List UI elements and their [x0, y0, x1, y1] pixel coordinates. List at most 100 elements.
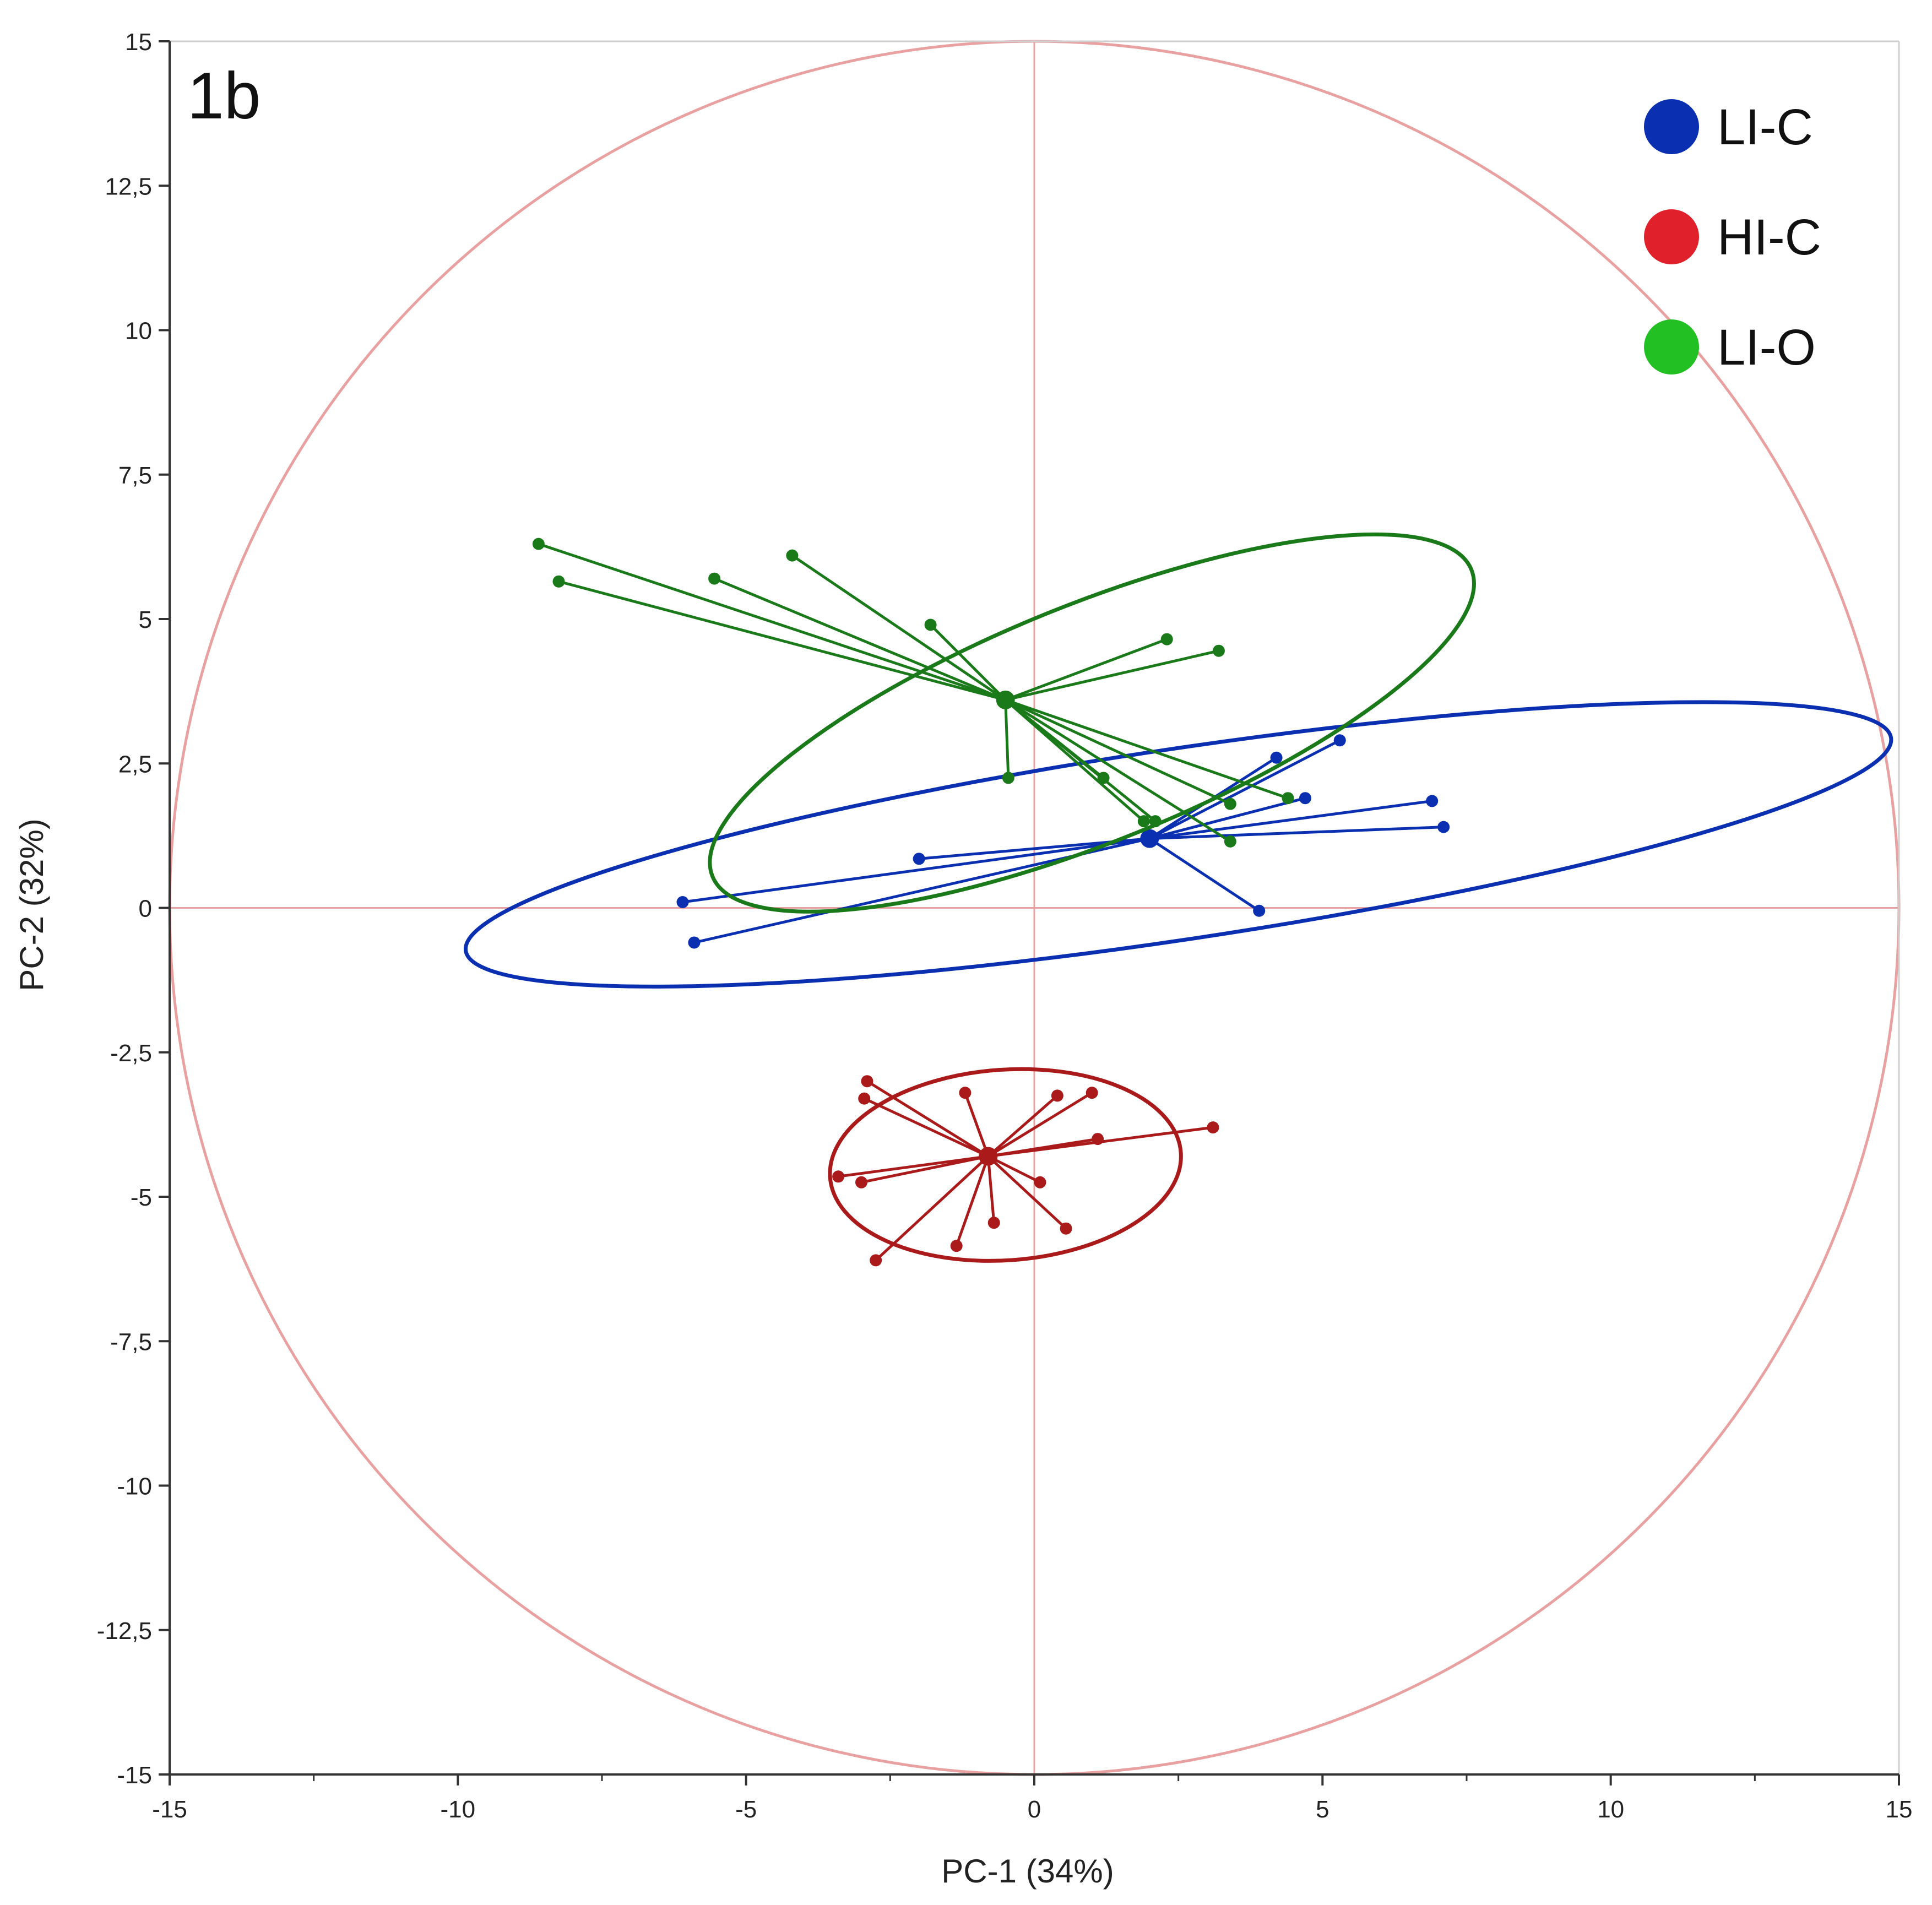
y-tick-label: -15: [117, 1762, 152, 1789]
centroid-hi-c: [979, 1147, 998, 1166]
data-point-li-o: [708, 572, 721, 585]
spoke-line-li-o: [1005, 638, 1168, 702]
data-point-li-o: [1212, 644, 1225, 657]
data-point-hi-c: [959, 1087, 972, 1099]
spoke-line-li-o: [538, 542, 1006, 702]
data-point-hi-c: [1092, 1133, 1104, 1146]
spoke-line-li-c: [1149, 796, 1306, 840]
x-tick-label: 15: [1886, 1796, 1913, 1823]
data-point-hi-c: [1086, 1087, 1098, 1099]
data-point-hi-c: [1051, 1089, 1063, 1102]
legend: LI-C HI-C LI-O: [1644, 99, 1821, 376]
y-tick-label: 12,5: [105, 173, 152, 200]
data-point-li-o: [1149, 815, 1162, 828]
x-tick-label: 0: [1028, 1796, 1041, 1823]
y-axis-label: PC-2 (32%): [13, 818, 50, 991]
data-point-hi-c: [861, 1075, 873, 1088]
y-tick-label: 15: [125, 29, 152, 56]
data-point-hi-c: [870, 1254, 882, 1267]
spoke-line-li-c: [1148, 837, 1260, 912]
data-point-li-o: [1097, 772, 1110, 784]
centroid-li-o: [996, 690, 1015, 709]
data-point-li-c: [1333, 734, 1346, 747]
data-point-hi-c: [855, 1176, 867, 1188]
spoke-line-li-o: [1005, 698, 1157, 823]
spoke-line-hi-c: [987, 1155, 1067, 1230]
data-point-li-c: [1270, 751, 1283, 764]
data-point-li-o: [1224, 835, 1236, 848]
centroid-li-c: [1140, 829, 1159, 848]
spoke-line-li-o: [929, 623, 1007, 701]
spoke-line-hi-c: [964, 1092, 990, 1157]
data-point-li-o: [1137, 815, 1150, 828]
x-axis-label: PC-1 (34%): [941, 1853, 1114, 1890]
spoke-line-hi-c: [866, 1080, 989, 1158]
data-point-li-c: [1437, 821, 1450, 833]
x-tick-label: 10: [1597, 1796, 1624, 1823]
data-point-li-c: [676, 896, 689, 909]
legend-label-li-o: LI-O: [1717, 319, 1816, 376]
y-tick-label: -7,5: [110, 1328, 152, 1355]
x-tick-label: 5: [1316, 1796, 1329, 1823]
series-group: [463, 532, 1893, 1267]
x-tick-label: -10: [441, 1796, 476, 1823]
spoke-line-li-o: [714, 577, 1006, 702]
spoke-line-hi-c: [955, 1155, 990, 1246]
spoke-line-li-o: [1005, 698, 1231, 843]
data-point-li-c: [1299, 792, 1311, 805]
y-tick-label: 0: [139, 895, 152, 922]
spoke-line-hi-c: [987, 1155, 1041, 1184]
data-point-li-o: [1160, 633, 1173, 645]
spoke-line-hi-c: [986, 1156, 996, 1223]
data-point-li-o: [1282, 792, 1294, 805]
spoke-line-hi-c: [864, 1097, 989, 1158]
y-tick-label: -2,5: [110, 1040, 152, 1067]
legend-marker-li-c: [1644, 99, 1699, 154]
spoke-line-hi-c: [861, 1155, 989, 1184]
y-tick-label: 2,5: [118, 751, 152, 778]
y-tick-label: -12,5: [97, 1618, 152, 1645]
data-point-li-o: [1002, 772, 1014, 784]
spoke-line-li-o: [1004, 699, 1010, 778]
spoke-line-hi-c: [987, 1092, 1093, 1158]
spoke-line-li-c: [1149, 739, 1341, 840]
data-point-hi-c: [1034, 1176, 1046, 1188]
y-tick-label: 5: [139, 606, 152, 633]
data-point-li-o: [786, 549, 799, 562]
data-point-li-c: [688, 936, 701, 949]
spoke-line-hi-c: [987, 1094, 1059, 1158]
spoke-line-hi-c: [875, 1155, 989, 1262]
spoke-line-li-o: [558, 580, 1006, 702]
y-tick-label: -5: [131, 1184, 152, 1211]
spoke-line-li-o: [1005, 698, 1289, 800]
data-point-li-o: [1224, 797, 1236, 810]
data-point-hi-c: [987, 1217, 1000, 1229]
confidence-ellipse-li-o: [708, 532, 1476, 914]
confidence-ellipse-hi-c: [828, 1067, 1183, 1263]
axes-group: -15 -10 -5 0 5 10 15 15 12,5 10 7,5 5 2,5 0 -2,5 -5 -7,5…: [97, 29, 1913, 1823]
data-point-hi-c: [1207, 1121, 1219, 1134]
spoke-line-hi-c: [838, 1155, 989, 1178]
data-point-li-c: [1426, 795, 1439, 807]
legend-label-hi-c: HI-C: [1717, 209, 1821, 265]
legend-label-li-c: LI-C: [1717, 99, 1813, 155]
series-li-o: [532, 532, 1476, 914]
y-tick-label: 7,5: [118, 462, 152, 489]
spoke-line-li-o: [1005, 649, 1219, 702]
data-point-li-o: [552, 575, 565, 588]
legend-marker-li-o: [1644, 319, 1699, 375]
x-tick-label: -5: [735, 1796, 757, 1823]
data-point-hi-c: [832, 1170, 845, 1183]
legend-marker-hi-c: [1644, 209, 1699, 264]
data-point-li-o: [532, 538, 545, 550]
data-point-li-c: [913, 853, 925, 865]
data-point-hi-c: [1060, 1222, 1072, 1235]
series-hi-c: [828, 1067, 1219, 1267]
y-tick-label: -10: [117, 1473, 152, 1500]
spoke-line-li-o: [1005, 698, 1231, 805]
confidence-ellipse-li-c: [463, 700, 1893, 989]
data-point-hi-c: [950, 1240, 963, 1252]
y-tick-label: 10: [125, 318, 152, 345]
spoke-line-li-c: [1149, 826, 1444, 840]
